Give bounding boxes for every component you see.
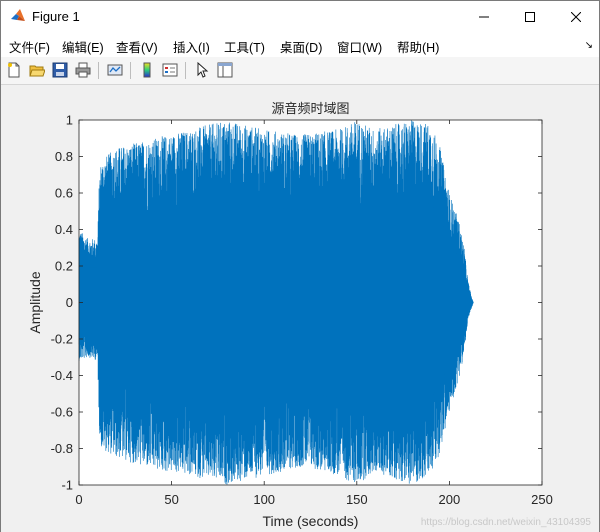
watermark-text: https://blog.csdn.net/weixin_43104395 <box>420 517 591 528</box>
print-button[interactable] <box>74 61 92 79</box>
y-tick-label: -1 <box>61 478 73 493</box>
insert-legend-button[interactable] <box>161 61 179 79</box>
menu-bar: 文件(F) 编辑(E) 查看(V) 插入(I) 工具(T) 桌面(D) 窗口(W… <box>1 32 599 57</box>
y-tick-label: -0.8 <box>51 441 73 456</box>
menu-tools[interactable]: 工具(T) <box>224 41 265 55</box>
y-tick-label: 0.8 <box>55 149 73 164</box>
minimize-button[interactable] <box>461 1 507 32</box>
title-bar[interactable]: Figure 1 <box>1 1 599 32</box>
edit-plot-icon <box>197 62 209 78</box>
toolbar-divider <box>98 62 99 79</box>
maximize-icon <box>525 11 535 22</box>
new-figure-button[interactable] <box>5 61 23 79</box>
y-tick-label: 0.2 <box>55 259 73 274</box>
y-tick-label: -0.4 <box>51 368 73 383</box>
y-tick-label: 0.4 <box>55 222 73 237</box>
insert-legend-icon <box>162 63 178 77</box>
axis-ticks: 0 50 100 150 200 250 -1 -0.8 -0.6 -0.4 -0.2 0 0.2 0.4… <box>51 113 553 508</box>
toolbar <box>1 57 599 85</box>
open-file-icon <box>29 65 45 77</box>
menu-file[interactable]: 文件(F) <box>9 41 50 55</box>
waveform-line <box>78 120 474 485</box>
minimize-icon <box>479 16 489 17</box>
insert-colorbar-icon <box>143 62 151 78</box>
y-tick-label: 0 <box>66 295 73 310</box>
chart-title: 源音频时域图 <box>271 101 349 117</box>
menu-edit[interactable]: 编辑(E) <box>62 41 104 55</box>
plot-canvas[interactable]: 0 50 100 150 200 250 -1 -0.8 -0.6 -0.4 -0.2 0 0.2 0.4… <box>1 85 599 532</box>
window-title: Figure 1 <box>32 9 80 24</box>
toolbar-divider <box>130 62 131 79</box>
insert-colorbar-button[interactable] <box>138 61 156 79</box>
edit-plot-button[interactable] <box>193 61 211 79</box>
property-inspector-icon <box>217 62 233 78</box>
y-tick-label: -0.2 <box>51 332 73 347</box>
y-axis-label: Amplitude <box>27 271 43 333</box>
link-plot-button[interactable] <box>106 61 124 79</box>
menu-insert[interactable]: 插入(I) <box>173 41 210 55</box>
waveform-core <box>79 202 474 403</box>
x-tick-label: 100 <box>253 492 275 507</box>
x-tick-label: 250 <box>531 492 553 507</box>
menu-help[interactable]: 帮助(H) <box>397 41 440 55</box>
menu-desktop[interactable]: 桌面(D) <box>280 41 323 55</box>
close-icon <box>571 11 581 22</box>
maximize-button[interactable] <box>507 1 553 32</box>
print-icon <box>75 62 91 78</box>
y-tick-label: -0.6 <box>51 405 73 420</box>
property-inspector-button[interactable] <box>216 61 234 79</box>
x-tick-label: 150 <box>346 492 368 507</box>
y-tick-label: 0.6 <box>55 186 73 201</box>
link-plot-icon <box>107 64 123 76</box>
x-tick-label: 50 <box>164 492 178 507</box>
save-icon <box>52 62 68 78</box>
menu-view[interactable]: 查看(V) <box>116 41 158 55</box>
y-tick-label: 1 <box>66 113 73 128</box>
open-file-button[interactable] <box>28 61 46 79</box>
waveform-series <box>78 120 474 485</box>
new-figure-icon <box>8 62 20 78</box>
toolbar-divider <box>185 62 186 79</box>
x-axis-label: Time (seconds) <box>263 513 359 529</box>
x-tick-label: 0 <box>75 492 82 507</box>
close-button[interactable] <box>553 1 599 32</box>
chevron-icon[interactable]: ↘ <box>584 40 593 51</box>
x-tick-label: 200 <box>439 492 461 507</box>
matlab-logo-icon <box>11 9 25 21</box>
save-button[interactable] <box>51 61 69 79</box>
menu-window[interactable]: 窗口(W) <box>337 41 383 55</box>
